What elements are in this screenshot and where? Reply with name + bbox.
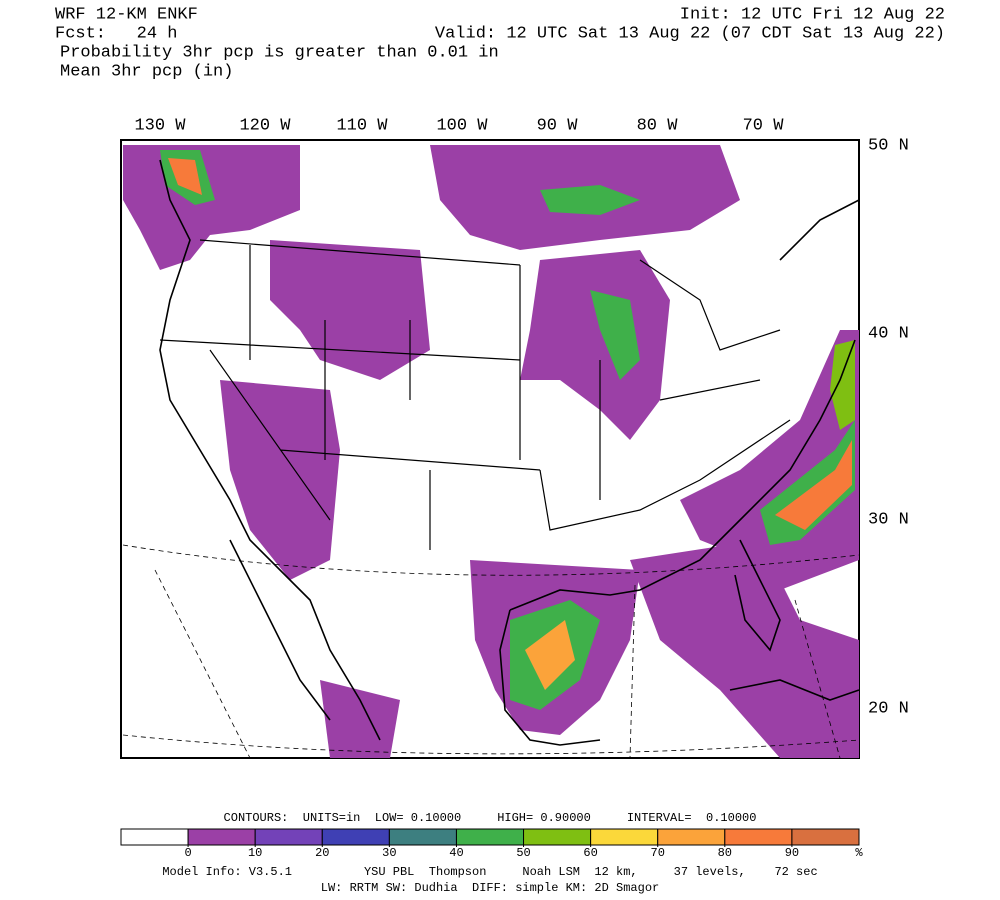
field-title: Mean 3hr pcp (in)	[60, 62, 233, 81]
lat-labels: 50 N 40 N 30 N 20 N	[868, 136, 909, 718]
lon-label: 110 W	[336, 116, 388, 135]
colorbar-swatch	[455, 828, 525, 846]
colorbar-swatch	[120, 828, 189, 846]
graticule	[122, 544, 860, 759]
contour-info: CONTOURS: UNITS=in LOW= 0.10000 HIGH= 0.…	[224, 811, 757, 825]
colorbar-swatch	[187, 828, 256, 846]
lat-label: 20 N	[868, 699, 909, 718]
init-time: Init: 12 UTC Fri 12 Aug 22	[680, 5, 945, 24]
colorbar-swatch	[321, 828, 390, 846]
map	[120, 139, 860, 759]
colorbar-swatch	[523, 828, 592, 846]
colorbar-tick-label: 30	[382, 846, 396, 860]
model-info: Model Info: V3.5.1 YSU PBL Thompson Noah…	[162, 865, 817, 879]
colorbar-unit: %	[855, 846, 863, 860]
colorbar-tick-label: 80	[718, 846, 732, 860]
colorbar-tick-label: 10	[248, 846, 262, 860]
colorbar: 0 10 20 30 40 50 60 70 80 90%	[120, 828, 863, 860]
colorbar-tick-label: 50	[516, 846, 530, 860]
lon-labels: 130 W 120 W 110 W 100 W 90 W 80 W 70 W	[134, 116, 784, 135]
colorbar-swatch	[657, 828, 726, 846]
lon-label: 100 W	[436, 116, 488, 135]
colorbar-swatch	[791, 828, 860, 846]
lat-label: 50 N	[868, 136, 909, 155]
lon-label: 80 W	[637, 116, 679, 135]
valid-time: Valid: 12 UTC Sat 13 Aug 22 (07 CDT Sat …	[435, 24, 945, 43]
model-info: LW: RRTM SW: Dudhia DIFF: simple KM: 2D …	[321, 881, 659, 895]
colorbar-swatch	[590, 828, 659, 846]
model-name: WRF 12-KM ENKF	[55, 5, 198, 24]
lon-label: 130 W	[134, 116, 186, 135]
precip-core	[160, 150, 855, 710]
colorbar-swatch	[388, 828, 457, 846]
field-title: Probability 3hr pcp is greater than 0.01…	[60, 43, 499, 62]
colorbar-tick-label: 90	[785, 846, 799, 860]
colorbar-swatch	[724, 828, 793, 846]
colorbar-swatch	[254, 828, 323, 846]
colorbar-tick-label: 70	[651, 846, 665, 860]
lat-label: 40 N	[868, 324, 909, 343]
lon-label: 90 W	[537, 116, 579, 135]
colorbar-tick-label: 20	[315, 846, 329, 860]
lon-label: 120 W	[239, 116, 291, 135]
colorbar-tick-label: 0	[184, 846, 191, 860]
state-borders	[159, 239, 791, 550]
forecast-hour: Fcst: 24 h	[55, 24, 177, 43]
lat-label: 30 N	[868, 510, 909, 529]
colorbar-tick-label: 40	[449, 846, 463, 860]
lon-label: 70 W	[743, 116, 785, 135]
coastlines	[159, 159, 860, 746]
colorbar-tick-label: 60	[583, 846, 597, 860]
